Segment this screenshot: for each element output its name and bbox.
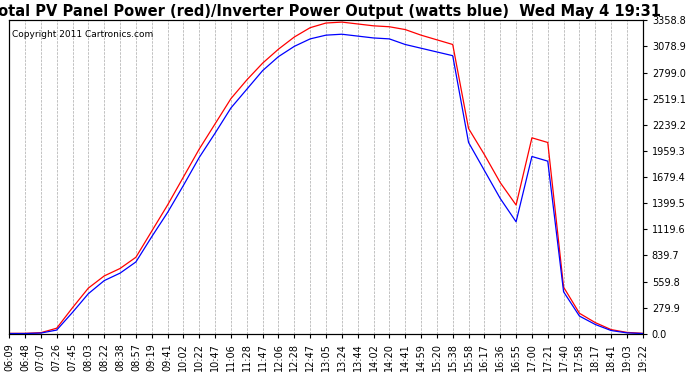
- Title: Total PV Panel Power (red)/Inverter Power Output (watts blue)  Wed May 4 19:31: Total PV Panel Power (red)/Inverter Powe…: [0, 4, 662, 19]
- Text: Copyright 2011 Cartronics.com: Copyright 2011 Cartronics.com: [12, 30, 154, 39]
